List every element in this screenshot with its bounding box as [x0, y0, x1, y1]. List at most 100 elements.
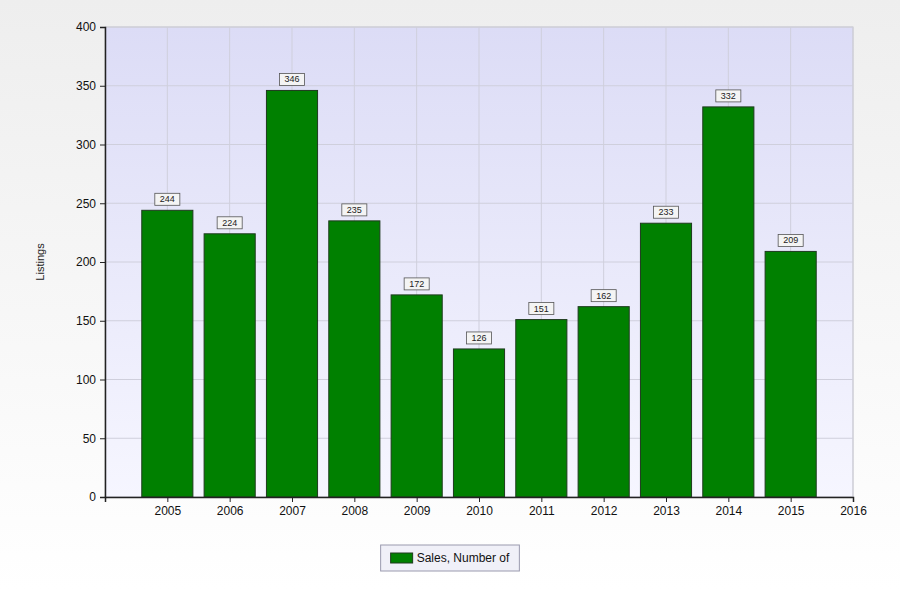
y-tick-label: 250	[76, 197, 96, 211]
x-tick: 2014	[715, 497, 742, 518]
data-label-box	[404, 278, 429, 290]
x-tick: 2015	[778, 497, 805, 518]
x-tick-mark	[541, 497, 542, 502]
y-tick: 150	[76, 314, 105, 328]
x-tick: 2013	[653, 497, 680, 518]
y-tick: 50	[83, 432, 105, 446]
y-tick: 400	[76, 20, 105, 34]
x-tick-label: 2008	[341, 504, 368, 518]
data-label: 151	[534, 304, 549, 314]
x-tick-label: 2005	[154, 504, 181, 518]
bar	[578, 307, 629, 497]
data-label-box	[653, 206, 678, 218]
bar	[266, 90, 317, 497]
chart-container: 244 224 346 235 172 126 151 162 233 332 209 2005 200…	[0, 0, 900, 590]
y-tick-label: 50	[83, 432, 97, 446]
y-tick-label: 150	[76, 314, 96, 328]
x-tick-mark	[728, 497, 729, 502]
data-label: 233	[658, 207, 673, 217]
data-label-box	[778, 234, 803, 246]
data-label: 224	[222, 218, 237, 228]
x-tick: 2005	[154, 497, 181, 518]
data-label-box	[155, 193, 180, 205]
data-label-group: 172	[404, 278, 429, 290]
x-tick-label: 2007	[279, 504, 306, 518]
data-label-group: 162	[591, 290, 616, 302]
y-tick-label: 400	[76, 20, 96, 34]
bar	[204, 234, 255, 497]
data-label-box	[529, 303, 554, 315]
data-label-group: 346	[279, 73, 304, 85]
chart-svg: 244 224 346 235 172 126 151 162 233 332 209 2005 200…	[0, 0, 900, 590]
grid	[105, 27, 853, 497]
legend-swatch	[391, 553, 413, 563]
bar	[142, 210, 193, 497]
legend: Sales, Number of	[381, 545, 520, 571]
y-tick-label: 100	[76, 373, 96, 387]
bar	[703, 107, 754, 497]
y-tick-mark	[100, 27, 105, 28]
data-label: 209	[783, 235, 798, 245]
data-label-group: 332	[716, 90, 741, 102]
data-label: 332	[721, 91, 736, 101]
x-tick: 2008	[341, 497, 368, 518]
y-tick-mark	[100, 203, 105, 204]
grid-line-x	[853, 27, 854, 497]
data-labels: 244 224 346 235 172 126 151 162 233 332 209	[155, 73, 803, 344]
bar	[765, 251, 816, 497]
x-tick-mark	[167, 497, 168, 502]
x-tick: 2012	[591, 497, 618, 518]
x-tick-label: 2009	[404, 504, 431, 518]
y-tick-mark	[100, 321, 105, 322]
x-tick-label: 2013	[653, 504, 680, 518]
data-label-box	[716, 90, 741, 102]
y-tick-mark	[100, 380, 105, 381]
data-label: 346	[284, 74, 299, 84]
data-label-box	[466, 332, 491, 344]
x-axis-line	[106, 498, 854, 503]
x-tick: 2011	[529, 497, 555, 518]
plot-area	[105, 27, 853, 497]
x-tick-mark	[417, 497, 418, 502]
x-tick-mark	[230, 497, 231, 502]
data-label-group: 235	[342, 204, 367, 216]
y-axis-title: Listings	[34, 243, 46, 281]
y-tick-mark	[100, 145, 105, 146]
y-tick-label: 0	[89, 490, 96, 504]
x-tick-label: 2014	[715, 504, 742, 518]
x-tick: 2006	[217, 497, 244, 518]
x-tick-label: 2011	[529, 504, 555, 518]
y-tick-mark	[100, 497, 105, 498]
data-label: 172	[409, 279, 424, 289]
y-tick: 350	[76, 79, 105, 93]
y-tick-label: 200	[76, 255, 96, 269]
data-label-group: 151	[529, 303, 554, 315]
bar	[391, 295, 442, 497]
data-label-box	[342, 204, 367, 216]
x-tick-label: 2016	[840, 504, 867, 518]
data-label-group: 244	[155, 193, 180, 205]
data-label-group: 126	[466, 332, 491, 344]
x-tick-mark	[354, 497, 355, 502]
x-tick-mark	[479, 497, 480, 502]
x-tick-mark	[604, 497, 605, 502]
x-tick: 2010	[466, 497, 493, 518]
data-label: 244	[160, 194, 175, 204]
x-tick-mark	[791, 497, 792, 502]
bar	[453, 349, 504, 497]
data-label-group: 209	[778, 234, 803, 246]
bar	[640, 223, 691, 497]
data-label-box	[591, 290, 616, 302]
y-tick-mark	[100, 438, 105, 439]
y-tick: 300	[76, 138, 105, 152]
x-tick-mark	[292, 497, 293, 502]
y-tick-mark	[100, 86, 105, 87]
y-tick: 0	[89, 490, 105, 504]
data-label-group: 233	[653, 206, 678, 218]
data-label: 162	[596, 291, 611, 301]
data-label-box	[279, 73, 304, 85]
legend-label: Sales, Number of	[417, 551, 510, 565]
y-axis: 0 50 100 150 200 250 300 350 400	[76, 20, 106, 504]
x-tick-mark	[853, 497, 854, 502]
x-tick: 2016	[840, 497, 867, 518]
